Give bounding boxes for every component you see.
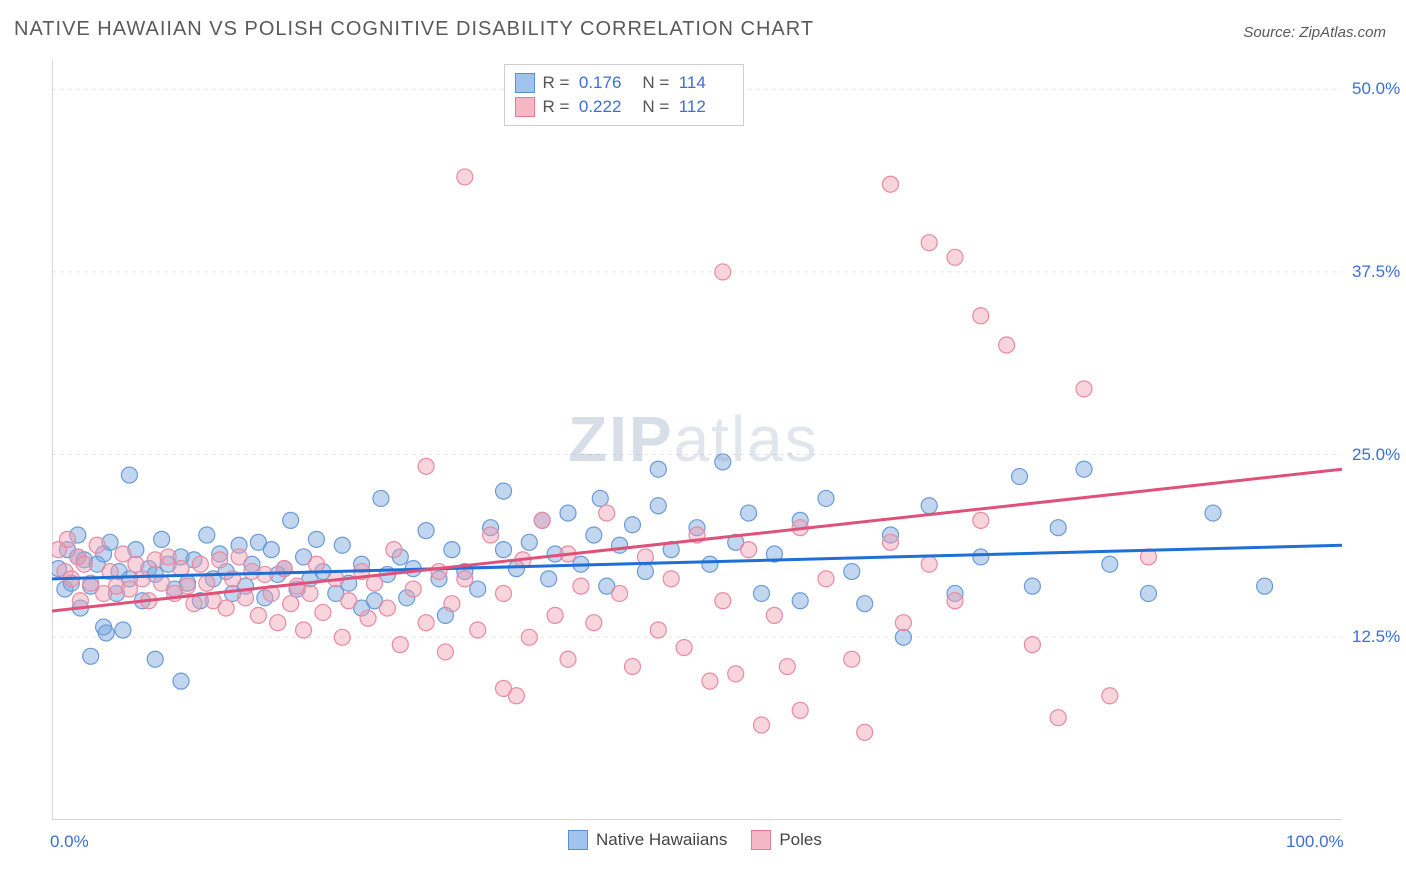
y-tick-label: 50.0% (1352, 79, 1400, 99)
legend-swatch (568, 830, 588, 850)
y-tick-label: 12.5% (1352, 627, 1400, 647)
legend-swatch (515, 97, 535, 117)
legend-label: Poles (779, 830, 822, 850)
legend-row: R = 0.176 N = 114 (515, 71, 733, 95)
source-attribution: Source: ZipAtlas.com (1243, 24, 1386, 41)
legend-label: Native Hawaiians (596, 830, 727, 850)
y-tick-label: 37.5% (1352, 262, 1400, 282)
x-axis-limit-label: 100.0% (1286, 832, 1344, 852)
series-legend: Native Hawaiians Poles (568, 830, 822, 850)
legend-swatch (751, 830, 771, 850)
source-prefix: Source: (1243, 24, 1299, 41)
x-axis-limit-label: 0.0% (50, 832, 89, 852)
legend-swatch (515, 73, 535, 93)
scatter-plot (52, 60, 1342, 820)
source-link[interactable]: ZipAtlas.com (1299, 24, 1386, 41)
legend-item: Native Hawaiians (568, 830, 727, 850)
legend-row: R = 0.222 N = 112 (515, 95, 733, 119)
legend-item: Poles (751, 830, 822, 850)
y-tick-label: 25.0% (1352, 445, 1400, 465)
correlation-legend: R = 0.176 N = 114R = 0.222 N = 112 (504, 64, 744, 126)
chart-title: NATIVE HAWAIIAN VS POLISH COGNITIVE DISA… (14, 18, 814, 41)
